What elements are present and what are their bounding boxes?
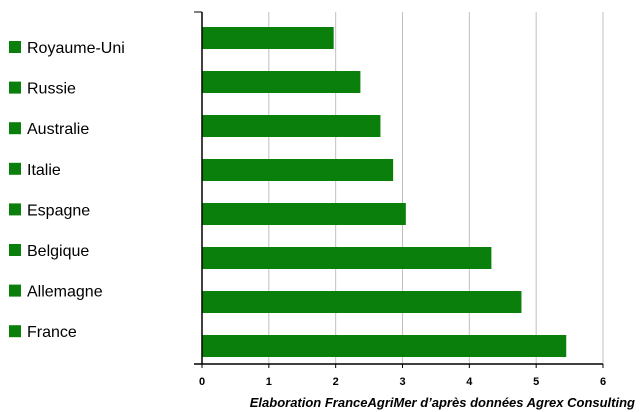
bar-russie bbox=[202, 71, 361, 93]
bar-australie bbox=[202, 115, 381, 137]
x-tick-label: 4 bbox=[466, 376, 473, 388]
bar-belgique bbox=[202, 247, 492, 269]
legend-swatch bbox=[9, 284, 21, 297]
legend-swatch bbox=[9, 203, 21, 216]
bar-italie bbox=[202, 159, 394, 181]
x-tick-labels: 0 1 2 3 4 5 6 bbox=[199, 376, 606, 388]
legend-label: Italie bbox=[27, 162, 61, 179]
source-note: Elaboration FranceAgriMer d’après donnée… bbox=[250, 395, 635, 410]
legend-swatch bbox=[9, 325, 21, 338]
bar-royaume-uni bbox=[202, 27, 334, 49]
bars bbox=[202, 27, 567, 357]
legend-swatch bbox=[9, 162, 21, 175]
legend-label: Russie bbox=[27, 81, 76, 98]
legend-swatch bbox=[9, 244, 21, 256]
axes bbox=[194, 11, 604, 368]
legend-swatch bbox=[9, 81, 21, 94]
bar-allemagne bbox=[202, 291, 522, 313]
category-legend: Royaume-Uni Russie Australie Italie Espagne B… bbox=[9, 40, 125, 341]
legend-swatch bbox=[9, 122, 21, 135]
x-tick-label: 0 bbox=[199, 376, 205, 388]
bar-espagne bbox=[202, 203, 406, 225]
legend-label: Royaume-Uni bbox=[27, 40, 125, 57]
bar-france bbox=[202, 335, 567, 357]
x-tick-label: 3 bbox=[399, 376, 405, 388]
legend-swatch bbox=[9, 41, 21, 53]
x-tick-label: 5 bbox=[533, 376, 539, 388]
x-tick-label: 1 bbox=[266, 376, 272, 388]
x-tick-label: 2 bbox=[333, 376, 339, 388]
legend-label: Australie bbox=[27, 121, 89, 138]
legend-label: Espagne bbox=[27, 202, 90, 219]
legend-label: Belgique bbox=[27, 243, 89, 260]
legend-label: Allemagne bbox=[27, 284, 103, 301]
legend-label: France bbox=[27, 324, 77, 341]
x-tick-label: 6 bbox=[600, 376, 606, 388]
